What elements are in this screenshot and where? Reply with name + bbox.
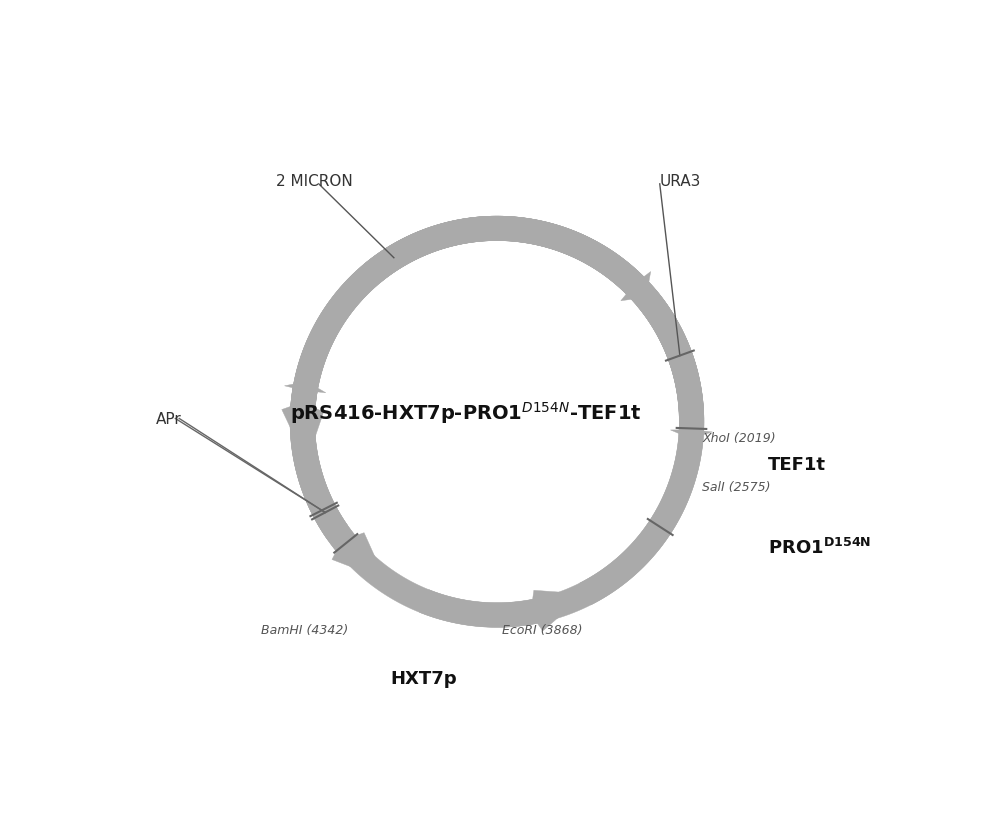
Text: BamHI (4342): BamHI (4342) <box>261 623 348 636</box>
Text: HXT7p: HXT7p <box>390 669 457 686</box>
Text: APr: APr <box>156 411 182 426</box>
Text: EcoRI (3868): EcoRI (3868) <box>502 623 582 636</box>
Text: URA3: URA3 <box>660 173 701 188</box>
Polygon shape <box>364 217 651 301</box>
Text: TEF1t: TEF1t <box>768 455 826 473</box>
Polygon shape <box>284 382 348 540</box>
Text: SalI (2575): SalI (2575) <box>702 480 771 493</box>
Text: XhoI (2019): XhoI (2019) <box>702 431 776 444</box>
Polygon shape <box>290 217 704 605</box>
Text: pRS416-HXT7p-PRO1$^{D154N}$-TEF1t: pRS416-HXT7p-PRO1$^{D154N}$-TEF1t <box>290 400 642 426</box>
Text: PRO1$^{\mathbf{D154N}}$: PRO1$^{\mathbf{D154N}}$ <box>768 538 871 558</box>
Polygon shape <box>290 217 704 631</box>
Polygon shape <box>637 290 712 439</box>
Polygon shape <box>282 217 704 628</box>
Text: 2 MICRON: 2 MICRON <box>276 173 353 188</box>
